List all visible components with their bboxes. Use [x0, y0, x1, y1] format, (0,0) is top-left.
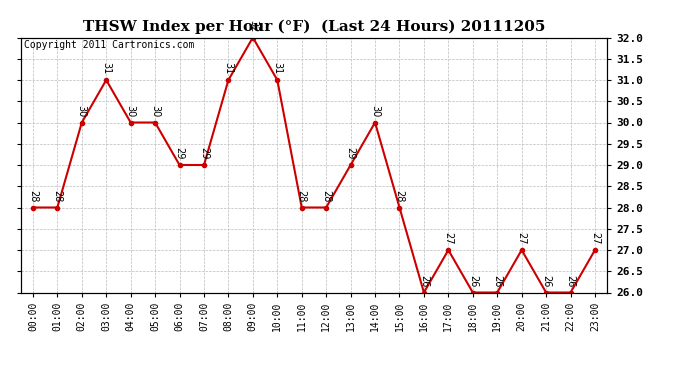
Text: 29: 29 — [346, 147, 355, 159]
Text: 30: 30 — [77, 105, 87, 117]
Text: 31: 31 — [101, 62, 111, 75]
Text: 28: 28 — [52, 190, 62, 202]
Text: 26: 26 — [492, 274, 502, 287]
Text: 31: 31 — [224, 62, 233, 75]
Text: 27: 27 — [517, 232, 526, 244]
Text: 27: 27 — [590, 232, 600, 244]
Text: 32: 32 — [248, 20, 258, 32]
Text: 30: 30 — [150, 105, 160, 117]
Text: 26: 26 — [566, 274, 575, 287]
Text: 31: 31 — [273, 62, 282, 75]
Text: 26: 26 — [468, 274, 477, 287]
Text: 28: 28 — [395, 190, 404, 202]
Text: 26: 26 — [541, 274, 551, 287]
Text: 27: 27 — [444, 232, 453, 244]
Title: THSW Index per Hour (°F)  (Last 24 Hours) 20111205: THSW Index per Hour (°F) (Last 24 Hours)… — [83, 19, 545, 33]
Text: 29: 29 — [175, 147, 184, 159]
Text: Copyright 2011 Cartronics.com: Copyright 2011 Cartronics.com — [23, 40, 194, 50]
Text: 30: 30 — [126, 105, 136, 117]
Text: 28: 28 — [321, 190, 331, 202]
Text: 28: 28 — [28, 190, 38, 202]
Text: 29: 29 — [199, 147, 209, 159]
Text: 28: 28 — [297, 190, 307, 202]
Text: 26: 26 — [419, 274, 429, 287]
Text: 30: 30 — [370, 105, 380, 117]
